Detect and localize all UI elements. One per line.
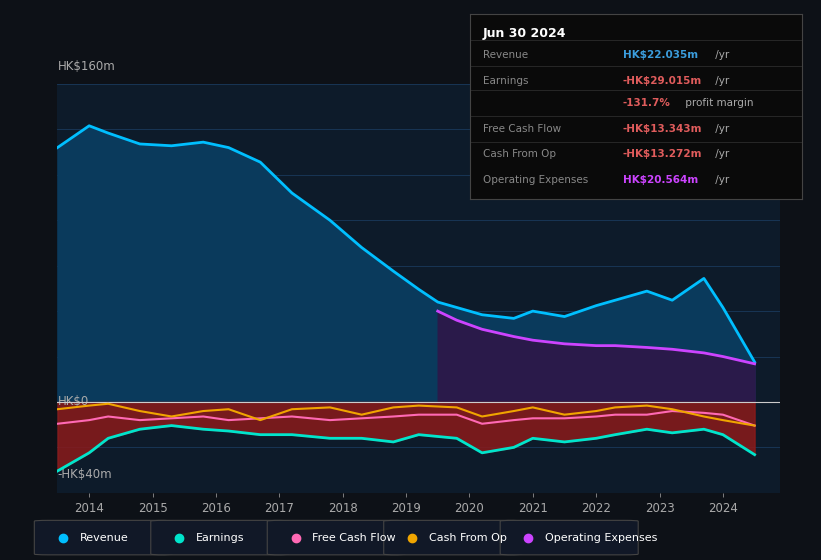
Text: /yr: /yr xyxy=(713,175,730,185)
Text: Earnings: Earnings xyxy=(483,76,529,86)
Text: Operating Expenses: Operating Expenses xyxy=(483,175,588,185)
FancyBboxPatch shape xyxy=(383,520,521,555)
FancyBboxPatch shape xyxy=(34,520,172,555)
Text: /yr: /yr xyxy=(713,76,730,86)
Text: Revenue: Revenue xyxy=(483,50,528,60)
Text: Cash From Op: Cash From Op xyxy=(429,533,507,543)
Text: Operating Expenses: Operating Expenses xyxy=(545,533,658,543)
Text: Cash From Op: Cash From Op xyxy=(483,150,556,160)
Text: -HK$29.015m: -HK$29.015m xyxy=(622,76,702,86)
Text: HK$22.035m: HK$22.035m xyxy=(622,50,698,60)
FancyBboxPatch shape xyxy=(151,520,289,555)
FancyBboxPatch shape xyxy=(268,520,406,555)
Text: -131.7%: -131.7% xyxy=(622,97,671,108)
FancyBboxPatch shape xyxy=(500,520,638,555)
Text: profit margin: profit margin xyxy=(682,97,754,108)
Text: /yr: /yr xyxy=(713,150,730,160)
Text: HK$0: HK$0 xyxy=(57,395,89,408)
Text: /yr: /yr xyxy=(713,50,730,60)
Text: Earnings: Earnings xyxy=(196,533,245,543)
Text: HK$20.564m: HK$20.564m xyxy=(622,175,698,185)
Text: /yr: /yr xyxy=(713,124,730,134)
Text: -HK$13.272m: -HK$13.272m xyxy=(622,150,702,160)
Text: HK$160m: HK$160m xyxy=(57,60,115,73)
Text: Jun 30 2024: Jun 30 2024 xyxy=(483,27,566,40)
Text: Free Cash Flow: Free Cash Flow xyxy=(483,124,561,134)
Text: -HK$40m: -HK$40m xyxy=(57,468,112,481)
Text: -HK$13.343m: -HK$13.343m xyxy=(622,124,702,134)
Text: Revenue: Revenue xyxy=(80,533,128,543)
Text: Free Cash Flow: Free Cash Flow xyxy=(312,533,396,543)
